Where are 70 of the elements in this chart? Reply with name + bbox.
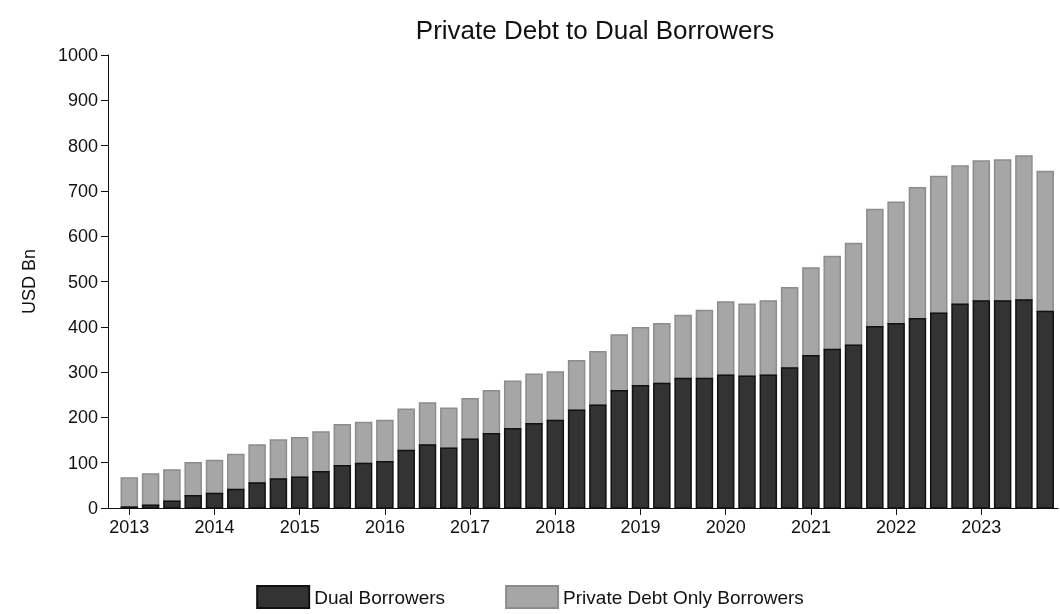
y-axis-title: USD Bn (19, 248, 39, 315)
chart-title: Private Debt to Dual Borrowers (415, 15, 775, 45)
bar (695, 309, 714, 380)
bar (205, 459, 224, 495)
legend-label: Dual Borrowers (314, 586, 446, 608)
x-tick-label: 2018 (535, 517, 576, 537)
bar (759, 300, 778, 377)
bar (163, 469, 181, 502)
y-tick-label: 400 (67, 316, 98, 337)
y-tick-label: 200 (67, 407, 98, 428)
bar (184, 461, 202, 497)
bar (397, 408, 415, 452)
bar (802, 267, 820, 357)
bar (567, 360, 586, 411)
bar (461, 398, 479, 440)
bar (674, 314, 692, 380)
y-tick-label: 600 (67, 226, 98, 247)
bar (525, 373, 543, 425)
bar (1036, 170, 1054, 313)
x-tick-label: 2016 (364, 517, 405, 537)
bar (440, 407, 458, 449)
bar (993, 159, 1012, 302)
bar (887, 201, 905, 325)
x-tick-label: 2022 (876, 517, 917, 537)
bar (738, 303, 756, 377)
x-tick-label: 2019 (620, 517, 661, 537)
bar (269, 439, 288, 480)
bar (482, 389, 501, 435)
bar (546, 371, 565, 422)
bar (290, 437, 309, 478)
bar (589, 350, 607, 406)
bar (908, 186, 927, 320)
y-tick-label: 500 (67, 271, 98, 292)
x-tick-label: 2017 (450, 517, 491, 537)
bar (823, 255, 841, 351)
y-tick-label: 800 (67, 135, 98, 156)
x-tick-label: 2013 (109, 517, 150, 537)
y-tick-label: 700 (67, 180, 98, 201)
bar (610, 334, 628, 392)
bar (312, 431, 330, 473)
x-tick-label: 2023 (961, 517, 1002, 537)
legend-label: Private Debt Only Borrowers (563, 586, 804, 608)
bar (716, 301, 735, 377)
bar (844, 242, 863, 347)
bar (972, 160, 991, 302)
bar (354, 421, 373, 465)
bar (227, 453, 245, 491)
y-tick-label: 0 (87, 498, 98, 518)
y-tick-label: 1000 (57, 45, 98, 65)
bar (653, 322, 671, 385)
bar (1015, 155, 1033, 301)
bar (376, 419, 394, 463)
x-tick-label: 2014 (194, 517, 235, 537)
x-tick-label: 2015 (279, 517, 320, 537)
bar (333, 423, 352, 467)
bar (866, 208, 884, 328)
bar (120, 477, 139, 508)
bar (780, 287, 799, 369)
x-tick-label: 2021 (790, 517, 831, 537)
bar (631, 326, 650, 387)
y-tick-label: 100 (67, 452, 98, 473)
bar (141, 473, 160, 507)
y-tick-label: 900 (67, 90, 98, 111)
y-tick-label: 300 (67, 362, 98, 383)
bar (418, 402, 437, 446)
bar (929, 175, 948, 314)
x-tick-label: 2020 (705, 517, 746, 537)
bar (951, 165, 969, 305)
bar (248, 444, 266, 484)
bar (503, 380, 522, 430)
